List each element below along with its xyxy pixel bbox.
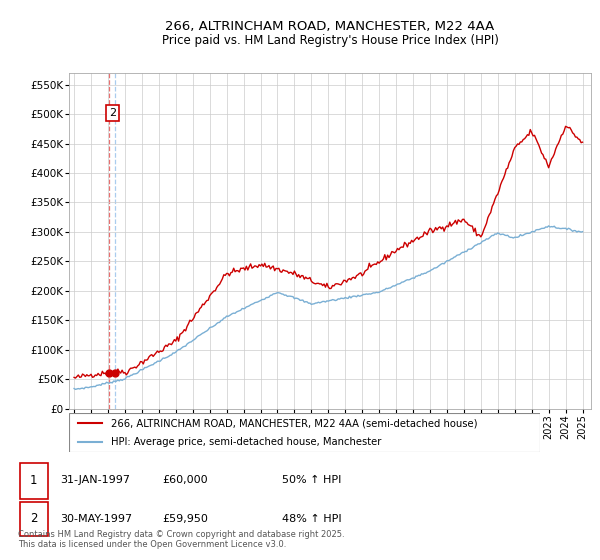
Text: 48% ↑ HPI: 48% ↑ HPI xyxy=(282,514,341,524)
Text: This data is licensed under the Open Government Licence v3.0.: This data is licensed under the Open Gov… xyxy=(18,540,286,549)
Text: 30-MAY-1997: 30-MAY-1997 xyxy=(60,514,132,524)
Bar xyxy=(20,463,47,498)
Text: Price paid vs. HM Land Registry's House Price Index (HPI): Price paid vs. HM Land Registry's House … xyxy=(161,34,499,47)
Text: 2: 2 xyxy=(109,108,116,118)
Text: 31-JAN-1997: 31-JAN-1997 xyxy=(60,475,130,486)
Text: £59,950: £59,950 xyxy=(162,514,208,524)
Text: £60,000: £60,000 xyxy=(162,475,208,486)
Text: HPI: Average price, semi-detached house, Manchester: HPI: Average price, semi-detached house,… xyxy=(112,436,382,446)
Text: 1: 1 xyxy=(30,474,37,487)
Text: 2: 2 xyxy=(30,512,37,525)
Text: 266, ALTRINCHAM ROAD, MANCHESTER, M22 4AA: 266, ALTRINCHAM ROAD, MANCHESTER, M22 4A… xyxy=(166,20,494,34)
Text: 266, ALTRINCHAM ROAD, MANCHESTER, M22 4AA (semi-detached house): 266, ALTRINCHAM ROAD, MANCHESTER, M22 4A… xyxy=(112,418,478,428)
Text: Contains HM Land Registry data © Crown copyright and database right 2025.: Contains HM Land Registry data © Crown c… xyxy=(18,530,344,539)
Bar xyxy=(20,502,47,536)
Text: 50% ↑ HPI: 50% ↑ HPI xyxy=(282,475,341,486)
